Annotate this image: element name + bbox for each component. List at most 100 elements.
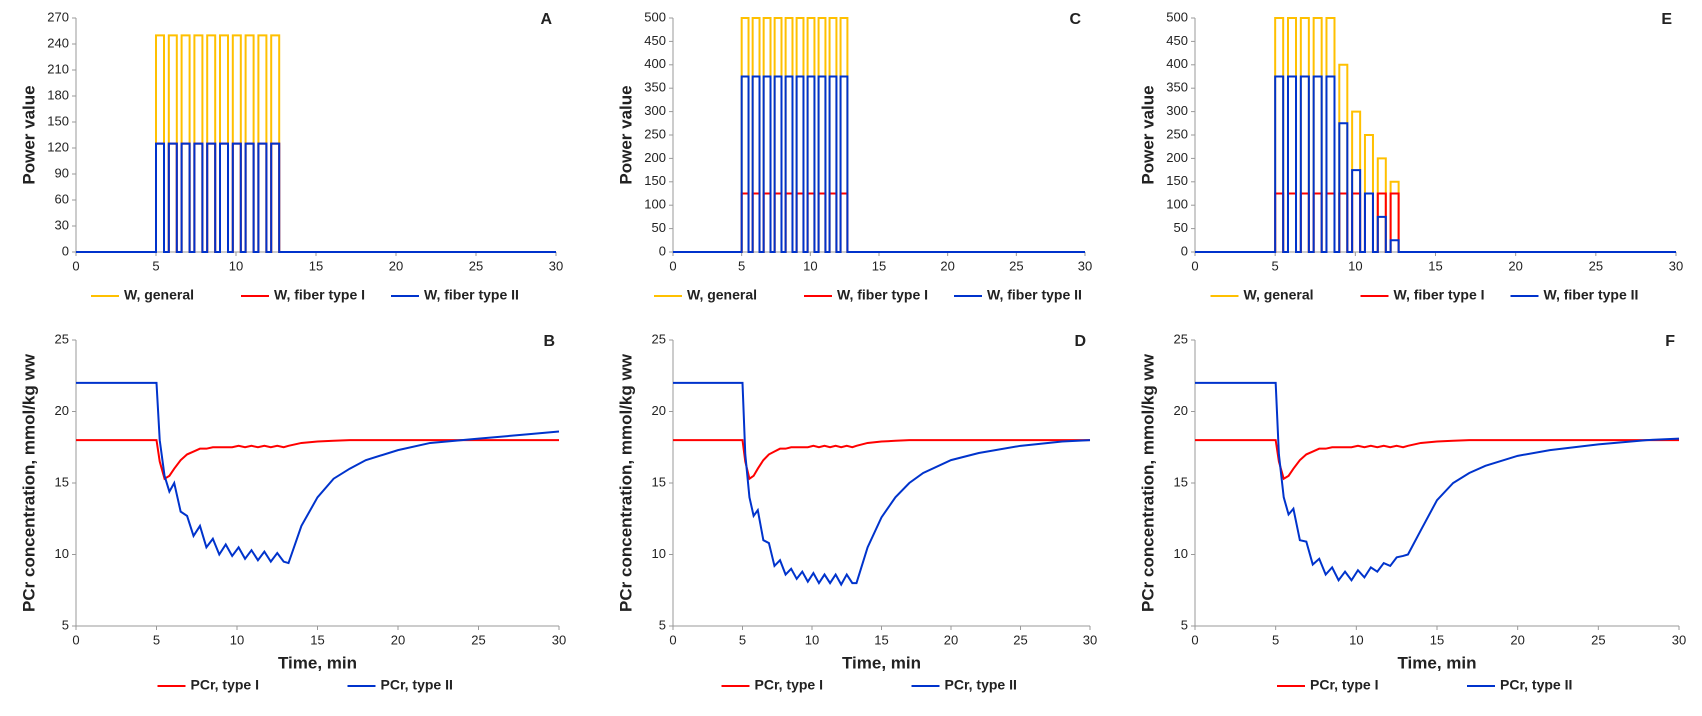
- x-tick-label: 25: [1589, 258, 1603, 273]
- legend-label: W, general: [1244, 287, 1314, 303]
- legend-label: W, fiber type II: [987, 287, 1082, 303]
- panel-label: E: [1661, 11, 1672, 28]
- y-tick-label: 100: [644, 197, 666, 212]
- x-tick-label: 10: [805, 632, 819, 647]
- x-tick-label: 30: [552, 632, 566, 647]
- y-tick-label: 20: [1174, 403, 1188, 418]
- series-line: [76, 34, 556, 253]
- panel-label: B: [543, 333, 555, 350]
- y-tick-label: 30: [55, 217, 69, 232]
- series-line: [673, 75, 1085, 253]
- x-tick-label: 30: [1078, 258, 1092, 273]
- y-tick-label: 10: [652, 546, 666, 561]
- y-tick-label: 300: [1166, 103, 1188, 118]
- x-tick-label: 25: [1591, 632, 1605, 647]
- x-tick-label: 20: [944, 632, 958, 647]
- y-axis-title: PCr concentration, mmol/kg ww: [19, 353, 38, 612]
- y-tick-label: 5: [659, 617, 666, 632]
- y-tick-label: 50: [1174, 220, 1188, 235]
- y-tick-label: 240: [47, 35, 69, 50]
- legend-label: PCr, type II: [945, 677, 1017, 693]
- y-tick-label: 25: [55, 331, 69, 346]
- x-tick-label: 20: [940, 258, 954, 273]
- legend-label: W, general: [687, 287, 757, 303]
- y-tick-label: 0: [62, 243, 69, 258]
- series-line: [673, 439, 1090, 481]
- x-tick-label: 5: [1272, 258, 1279, 273]
- panel-label: D: [1074, 333, 1086, 350]
- y-tick-label: 200: [644, 150, 666, 165]
- x-tick-label: 20: [389, 258, 403, 273]
- x-tick-label: 25: [1009, 258, 1023, 273]
- x-tick-label: 10: [803, 258, 817, 273]
- x-tick-label: 5: [153, 632, 160, 647]
- y-tick-label: 500: [644, 9, 666, 24]
- y-tick-label: 10: [55, 546, 69, 561]
- x-tick-label: 30: [1669, 258, 1683, 273]
- x-tick-label: 10: [230, 632, 244, 647]
- y-tick-label: 60: [55, 191, 69, 206]
- series-line: [1195, 17, 1676, 253]
- y-tick-label: 5: [62, 617, 69, 632]
- y-tick-label: 270: [47, 9, 69, 24]
- y-tick-label: 0: [1181, 243, 1188, 258]
- y-tick-label: 400: [1166, 56, 1188, 71]
- y-axis-title: Power value: [1138, 85, 1157, 184]
- series-line: [1195, 439, 1679, 481]
- legend-label: PCr, type I: [1310, 677, 1378, 693]
- x-tick-label: 0: [1191, 632, 1198, 647]
- x-tick-label: 0: [72, 632, 79, 647]
- y-tick-label: 5: [1181, 617, 1188, 632]
- x-tick-label: 0: [669, 632, 676, 647]
- series-line: [1195, 381, 1680, 583]
- x-tick-label: 15: [310, 632, 324, 647]
- y-axis-title: PCr concentration, mmol/kg ww: [616, 353, 635, 612]
- y-tick-label: 210: [47, 61, 69, 76]
- series-line: [76, 381, 560, 565]
- series-line: [673, 17, 1085, 253]
- panel: 0 50 100 150 200 250 300 350 400 450 500 0 5 10 15 20 25…: [616, 9, 1092, 302]
- y-tick-label: 150: [644, 173, 666, 188]
- y-tick-label: 20: [55, 403, 69, 418]
- legend-label: PCr, type II: [381, 677, 453, 693]
- x-tick-label: 20: [1510, 632, 1524, 647]
- y-tick-label: 15: [55, 474, 69, 489]
- x-tick-label: 0: [1191, 258, 1198, 273]
- y-tick-label: 350: [1166, 80, 1188, 95]
- y-tick-label: 120: [47, 139, 69, 154]
- y-tick-label: 150: [47, 113, 69, 128]
- x-tick-label: 15: [872, 258, 886, 273]
- series-line: [1195, 192, 1676, 253]
- panel-label: F: [1665, 333, 1675, 350]
- y-tick-label: 450: [1166, 33, 1188, 48]
- y-tick-label: 25: [652, 331, 666, 346]
- series-line: [673, 381, 1091, 587]
- y-tick-label: 10: [1174, 546, 1188, 561]
- x-tick-label: 15: [874, 632, 888, 647]
- x-tick-label: 10: [1349, 632, 1363, 647]
- x-tick-label: 25: [471, 632, 485, 647]
- y-tick-label: 15: [652, 474, 666, 489]
- y-tick-label: 400: [644, 56, 666, 71]
- x-tick-label: 5: [738, 258, 745, 273]
- x-tick-label: 30: [549, 258, 563, 273]
- y-tick-label: 20: [652, 403, 666, 418]
- x-tick-label: 20: [391, 632, 405, 647]
- x-tick-label: 5: [1272, 632, 1279, 647]
- y-tick-label: 250: [1166, 126, 1188, 141]
- y-tick-label: 450: [644, 33, 666, 48]
- panel: 0 50 100 150 200 250 300 350 400 450 500 0 5 10 15 20 25…: [1138, 9, 1683, 302]
- x-tick-label: 30: [1672, 632, 1686, 647]
- series-line: [76, 142, 556, 253]
- legend-label: PCr, type I: [755, 677, 823, 693]
- y-tick-label: 200: [1166, 150, 1188, 165]
- series-line: [76, 439, 559, 481]
- y-axis-title: Power value: [616, 85, 635, 184]
- x-tick-label: 20: [1508, 258, 1522, 273]
- y-tick-label: 25: [1174, 331, 1188, 346]
- y-axis-title: Power value: [19, 85, 38, 184]
- x-tick-label: 0: [669, 258, 676, 273]
